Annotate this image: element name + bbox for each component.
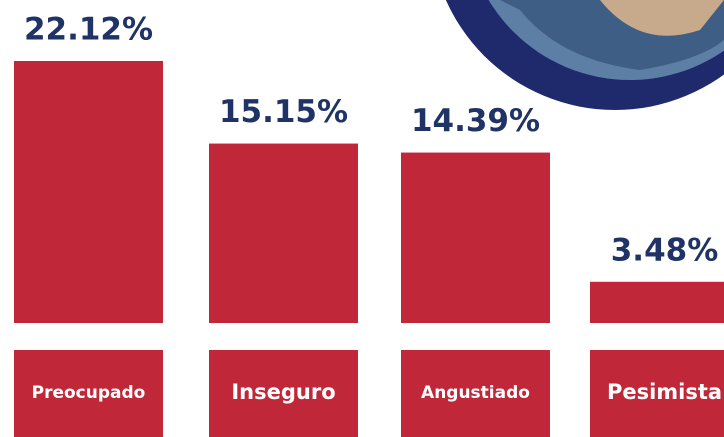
value-label: 22.12% [24,12,153,48]
category-label: Preocupado [32,383,146,403]
bar [401,153,550,323]
bar [209,144,358,323]
value-label: 15.15% [219,94,348,130]
chart: 22.12% Preocupado 15.15% Inseguro 14.39% Angu… [0,0,724,437]
value-label: 14.39% [411,103,540,139]
category-label: Inseguro [231,380,335,404]
bar [590,282,724,323]
bar [14,61,163,323]
category-label: Pesimista [607,380,722,404]
photo-badge [430,0,724,110]
category-label: Angustiado [421,383,530,403]
value-label: 3.48% [611,232,719,268]
